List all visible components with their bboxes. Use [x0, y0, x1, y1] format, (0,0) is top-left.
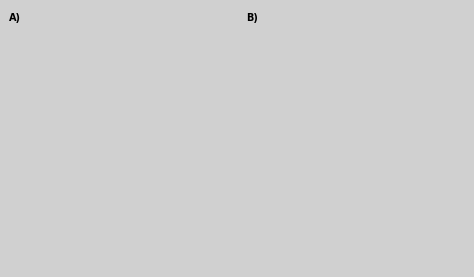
Text: A): A) — [9, 13, 21, 23]
Text: B): B) — [246, 13, 258, 23]
